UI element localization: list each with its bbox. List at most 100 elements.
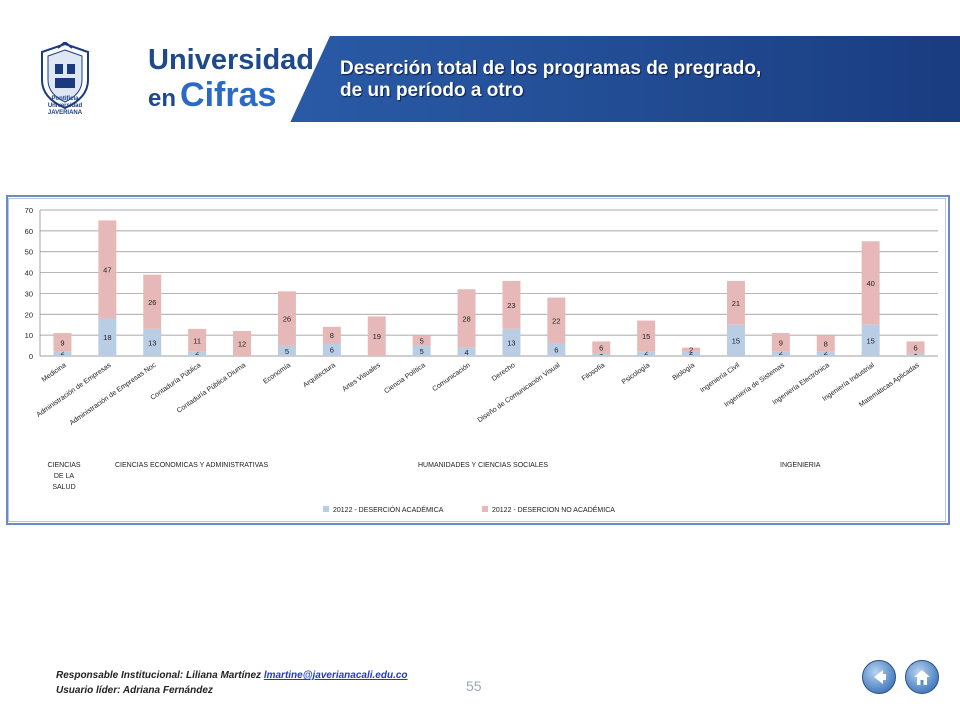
bar-no-academica: [277, 291, 296, 346]
legend-entry: 20122 - DESERCION NO ACADÉMICA: [492, 505, 615, 514]
category-label: Biología: [671, 362, 696, 382]
title-line-1: Deserción total de los programas de preg…: [340, 58, 762, 79]
data-label-no-academica: 19: [373, 332, 381, 341]
data-label-no-academica: 5: [420, 336, 424, 345]
bar-academica: [188, 351, 207, 356]
title-line-2: de un período a otro: [340, 80, 524, 101]
bar-no-academica: [906, 341, 925, 354]
bar-academica: [502, 328, 521, 356]
data-label-academica: 5: [285, 347, 289, 356]
data-label-no-academica: 6: [599, 344, 603, 353]
category-label: Comunicación: [431, 362, 471, 393]
data-label-no-academica: 40: [866, 279, 874, 288]
back-arrow-icon: [874, 670, 886, 684]
category-label: Psicología: [621, 362, 652, 386]
bar-academica: [412, 345, 431, 356]
y-tick-label: 10: [25, 331, 33, 340]
data-label-no-academica: 28: [462, 314, 470, 323]
data-label-academica: 13: [507, 338, 515, 347]
category-label: Administración de Empresas Noc: [69, 362, 158, 427]
group-label: INGENIERIA: [780, 462, 821, 469]
brand-en: en: [148, 85, 177, 112]
data-label-academica: 13: [148, 338, 156, 347]
data-label-academica: 4: [464, 348, 468, 357]
bar-no-academica: [188, 328, 207, 352]
data-label-no-academica: 47: [103, 265, 111, 274]
data-label-academica: 15: [732, 336, 740, 345]
y-tick-label: 20: [25, 310, 33, 319]
category-label: Filosofía: [581, 362, 607, 383]
bar-no-academica: [547, 297, 566, 344]
footer-usuario-lider: Usuario líder: Adriana Fernández: [56, 685, 213, 696]
data-label-academica: 2: [779, 348, 783, 357]
back-button[interactable]: [862, 660, 896, 694]
y-tick-label: 50: [25, 248, 33, 257]
bar-academica: [457, 347, 476, 356]
bar-no-academica: [98, 220, 117, 319]
page-title: Deserción total de los programas de preg…: [340, 58, 880, 102]
legend-entry: 20122 - DESERCIÓN ACADÉMICA: [333, 505, 444, 514]
bar-academica: [322, 343, 341, 356]
bar-no-academica: [682, 347, 701, 352]
bar-academica: [906, 353, 925, 356]
data-label-no-academica: 22: [552, 317, 560, 326]
data-label-no-academica: 8: [824, 339, 828, 348]
data-label-no-academica: 26: [148, 298, 156, 307]
bar-no-academica: [592, 341, 611, 354]
data-label-academica: 2: [689, 348, 693, 357]
data-label-academica: 6: [554, 346, 558, 355]
y-tick-label: 30: [25, 289, 33, 298]
footer-email-link[interactable]: lmartine@javerianacali.edu.co: [263, 670, 408, 681]
category-label: Ciencia Política: [383, 362, 427, 395]
bar-no-academica: [233, 330, 252, 356]
y-tick-label: 60: [25, 227, 33, 236]
group-label: HUMANIDADES Y CIENCIAS SOCIALES: [418, 462, 548, 469]
data-label-no-academica: 11: [193, 336, 201, 345]
data-label-no-academica: 8: [330, 331, 334, 340]
bar-academica: [682, 351, 701, 356]
bar-no-academica: [367, 316, 386, 356]
data-label-no-academica: 9: [779, 338, 783, 347]
data-label-academica: 18: [103, 333, 111, 342]
bar-academica: [637, 351, 656, 356]
bar-no-academica: [771, 333, 790, 352]
bar-academica: [861, 324, 880, 356]
y-tick-label: 0: [29, 352, 33, 361]
data-label-no-academica: 21: [732, 299, 740, 308]
bar-academica: [277, 345, 296, 356]
y-tick-label: 40: [25, 269, 33, 278]
legend-swatch: [323, 506, 329, 512]
category-label: Derecho: [491, 362, 517, 383]
data-label-no-academica: 6: [913, 344, 917, 353]
chart-inner-border: [8, 198, 946, 522]
data-label-academica: 15: [866, 336, 874, 345]
home-button[interactable]: [905, 660, 939, 694]
bar-no-academica: [861, 241, 880, 325]
bar-no-academica: [143, 274, 162, 329]
data-label-no-academica: 9: [60, 338, 64, 347]
logo-caption: Pontificia Universidad JAVERIANA: [47, 96, 83, 116]
brand-cifras: Cifras: [180, 76, 277, 114]
category-label: Artes Visuales: [341, 362, 382, 394]
data-label-academica: 2: [60, 348, 64, 357]
category-label: Diseño de Comunicación Visual: [477, 362, 562, 425]
group-label-salud: DE LA: [54, 473, 75, 480]
bar-no-academica: [53, 333, 72, 352]
data-label-academica: 2: [644, 348, 648, 357]
bar-no-academica: [637, 320, 656, 352]
bar-no-academica: [502, 280, 521, 329]
brand-en-cifras: en Cifras: [148, 76, 276, 115]
data-label-no-academica: 15: [642, 332, 650, 341]
category-label: Economía: [262, 362, 292, 386]
category-label: Medicina: [41, 362, 68, 384]
bar-academica: [771, 351, 790, 356]
group-label-salud: CIENCIAS: [47, 462, 80, 469]
data-label-no-academica: 26: [283, 314, 291, 323]
data-label-no-academica: 12: [238, 339, 246, 348]
home-icon: [914, 670, 930, 685]
category-label: Arquitectura: [302, 362, 337, 389]
university-seal-logo: [41, 42, 89, 110]
data-label-academica: 5: [420, 347, 424, 356]
bar-no-academica: [322, 326, 341, 344]
